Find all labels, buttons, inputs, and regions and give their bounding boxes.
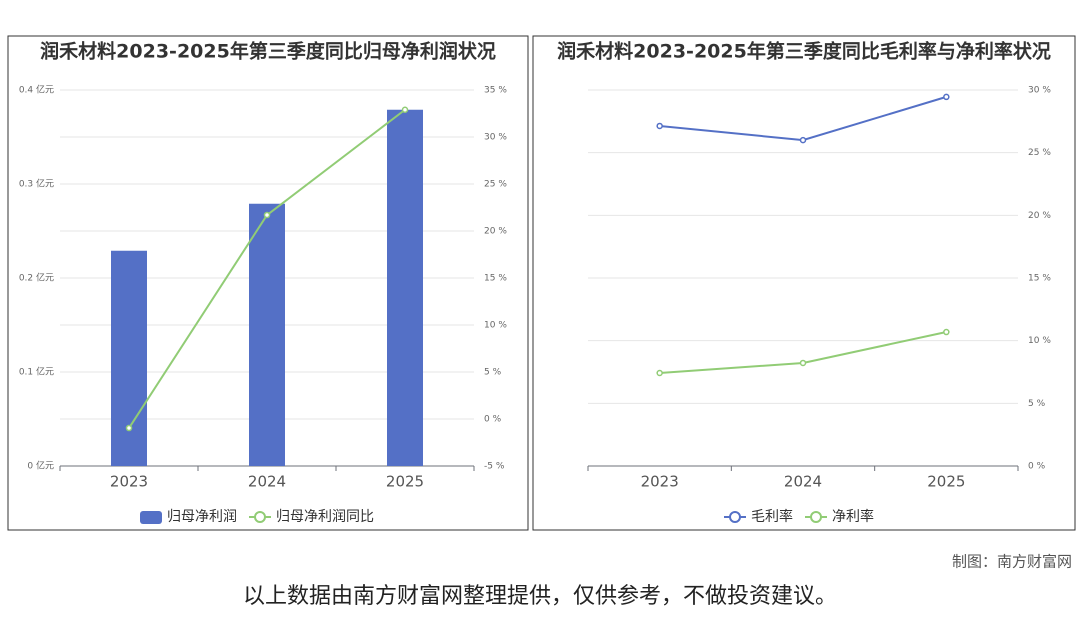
- chart-title: 润禾材料2023-2025年第三季度同比归母净利润状况: [40, 40, 496, 63]
- y2-tick-label: 10 %: [484, 321, 507, 331]
- y2-tick-label: 10 %: [1028, 336, 1051, 346]
- y-tick-label: 0.2 亿元: [19, 272, 54, 284]
- panel-border: [7, 35, 529, 531]
- x-tick-label: 2023: [110, 473, 148, 491]
- point: [799, 136, 807, 144]
- chart: 润禾材料2023-2025年第三季度同比毛利率与净利率状况: [557, 40, 1051, 63]
- y2-tick-label: 0 %: [484, 415, 502, 425]
- y2-tick-label: 25 %: [484, 180, 507, 190]
- legend-icon: [254, 511, 266, 523]
- point: [401, 106, 409, 113]
- x-tick-label: 2024: [248, 473, 286, 491]
- disclaimer: 以上数据由南方财富网整理提供，仅供参考，不做投资建议。: [243, 584, 837, 609]
- legend-icon: [810, 511, 822, 523]
- bar: [111, 250, 147, 466]
- y-tick-label: 0.4 亿元: [19, 84, 54, 96]
- chart: 润禾材料2023-2025年第三季度同比归母净利润状况: [40, 40, 496, 63]
- x-tick-label: 2024: [784, 473, 822, 491]
- bar: [387, 109, 423, 467]
- y2-tick-label: 0 %: [1028, 462, 1046, 472]
- chart-title: 润禾材料2023-2025年第三季度同比毛利率与净利率状况: [557, 40, 1051, 63]
- line: [659, 95, 947, 142]
- bar: [249, 203, 285, 467]
- legend-label: 归母净利润同比: [276, 508, 374, 525]
- legend-icon: [729, 511, 741, 523]
- legend-label: 净利率: [832, 508, 874, 525]
- y2-tick-label: 30 %: [484, 133, 507, 143]
- y-tick-label: 0.3 亿元: [19, 178, 54, 190]
- x-tick-label: 2023: [641, 473, 679, 491]
- y2-tick-label: -5 %: [484, 462, 505, 472]
- y2-tick-label: 25 %: [1028, 148, 1051, 158]
- x-tick-label: 2025: [927, 473, 965, 491]
- source: 制图：南方财富网: [952, 553, 1072, 571]
- y2-tick-label: 20 %: [1028, 211, 1051, 221]
- point: [943, 328, 950, 336]
- y2-tick-label: 30 %: [1028, 86, 1051, 96]
- point: [125, 424, 133, 432]
- panel-border: [532, 35, 1076, 531]
- y2-tick-label: 5 %: [484, 368, 502, 378]
- point: [656, 369, 663, 377]
- point: [656, 122, 663, 130]
- x-tick-label: 2025: [386, 473, 424, 491]
- line: [659, 331, 947, 375]
- point: [943, 93, 950, 101]
- point: [799, 359, 807, 367]
- point: [263, 211, 271, 219]
- y2-tick-label: 5 %: [1028, 399, 1046, 409]
- legend-label: 归母净利润: [167, 508, 237, 525]
- y-tick-label: 0.1 亿元: [19, 366, 54, 378]
- legend-icon: [140, 511, 162, 524]
- y2-tick-label: 35 %: [484, 86, 507, 96]
- y2-tick-label: 15 %: [484, 274, 507, 284]
- y2-tick-label: 20 %: [484, 227, 507, 237]
- y2-tick-label: 15 %: [1028, 274, 1051, 284]
- legend-label: 毛利率: [751, 508, 793, 525]
- y-tick-label: 0 亿元: [27, 460, 54, 472]
